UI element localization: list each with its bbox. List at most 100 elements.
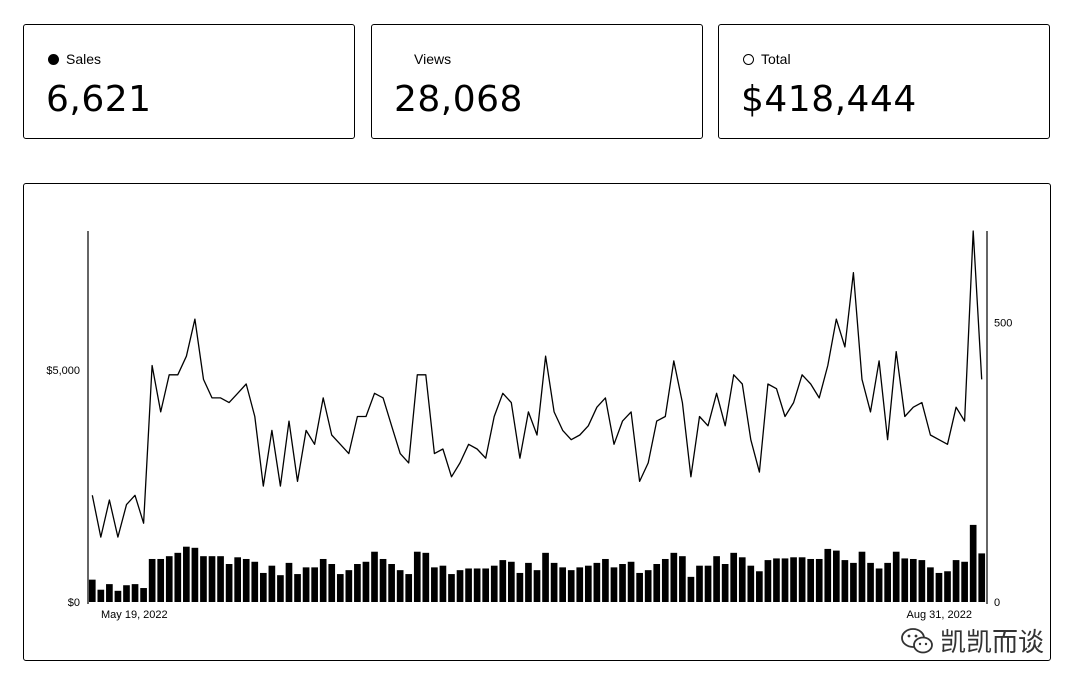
bar <box>765 560 772 602</box>
bar <box>619 564 626 602</box>
bar <box>482 568 489 602</box>
bar <box>388 564 395 602</box>
bar <box>534 570 541 602</box>
right-axis-tick-label: 0 <box>994 597 1000 609</box>
bar <box>457 570 464 602</box>
bar <box>517 573 524 602</box>
bar <box>311 567 318 602</box>
bar <box>773 558 780 602</box>
bar <box>157 559 164 602</box>
bar <box>867 563 874 602</box>
bar <box>824 549 831 602</box>
line-series <box>92 231 981 537</box>
bar <box>106 584 113 602</box>
bar <box>953 560 960 602</box>
bar <box>782 558 789 602</box>
bar <box>833 551 840 602</box>
bar <box>927 567 934 602</box>
bar <box>166 556 173 602</box>
bar <box>944 571 951 602</box>
bar <box>363 562 370 602</box>
bar <box>405 574 412 602</box>
bar <box>294 574 301 602</box>
bar <box>970 525 977 602</box>
bar <box>978 553 985 602</box>
bar <box>183 547 190 602</box>
bar <box>474 568 481 602</box>
bar <box>636 573 643 602</box>
bar <box>936 573 943 602</box>
bar <box>200 556 207 602</box>
bar <box>277 575 284 602</box>
bar <box>337 574 344 602</box>
bar <box>491 566 498 602</box>
bar <box>251 562 258 602</box>
right-axis-tick-label: 500 <box>994 318 1012 330</box>
bar <box>585 566 592 602</box>
bar <box>688 577 695 602</box>
x-axis-start-label: May 19, 2022 <box>101 609 168 621</box>
bar <box>542 553 549 602</box>
bar <box>679 556 686 602</box>
bar <box>576 567 583 602</box>
bar <box>260 573 267 602</box>
bar <box>431 567 438 602</box>
bar <box>919 560 926 602</box>
bar <box>508 562 515 602</box>
bar <box>448 574 455 602</box>
bar <box>209 556 216 602</box>
watermark-text: 凯凯而谈 <box>940 622 1044 659</box>
bar <box>499 560 506 602</box>
bar <box>465 568 472 602</box>
bar <box>628 562 635 602</box>
left-axis-tick-label: $5,000 <box>46 365 80 377</box>
bar <box>645 570 652 602</box>
bar <box>671 553 678 602</box>
x-axis-end-label: Aug 31, 2022 <box>907 609 972 621</box>
bar <box>234 557 241 602</box>
bar <box>174 553 181 602</box>
bar <box>884 563 891 602</box>
bar <box>414 552 421 602</box>
bar <box>551 563 558 602</box>
bar <box>397 570 404 602</box>
watermark: 凯凯而谈 <box>900 622 1044 659</box>
bar <box>217 556 224 602</box>
bar <box>611 567 618 602</box>
bar <box>807 559 814 602</box>
bar <box>799 557 806 602</box>
bar <box>602 559 609 602</box>
bar <box>961 562 968 602</box>
bar <box>303 567 310 602</box>
bar <box>380 559 387 602</box>
bar <box>97 590 104 602</box>
bar <box>653 564 660 602</box>
bar <box>328 564 335 602</box>
bar <box>568 570 575 602</box>
bar <box>192 548 199 602</box>
bar <box>89 580 96 602</box>
bar <box>422 553 429 602</box>
bar <box>371 552 378 602</box>
bar <box>594 563 601 602</box>
bar <box>140 588 147 602</box>
bar <box>756 571 763 602</box>
bar <box>662 559 669 602</box>
bar <box>850 563 857 602</box>
bar <box>115 591 122 602</box>
bar <box>123 585 130 602</box>
bar <box>286 563 293 602</box>
bar <box>730 553 737 602</box>
bar <box>132 584 139 602</box>
bar <box>243 559 250 602</box>
bar <box>859 552 866 602</box>
bar <box>722 564 729 602</box>
bar <box>559 567 566 602</box>
bar <box>696 566 703 602</box>
bar <box>149 559 156 602</box>
wechat-icon <box>900 627 934 655</box>
bar <box>705 566 712 602</box>
bar <box>739 557 746 602</box>
bar <box>346 570 353 602</box>
